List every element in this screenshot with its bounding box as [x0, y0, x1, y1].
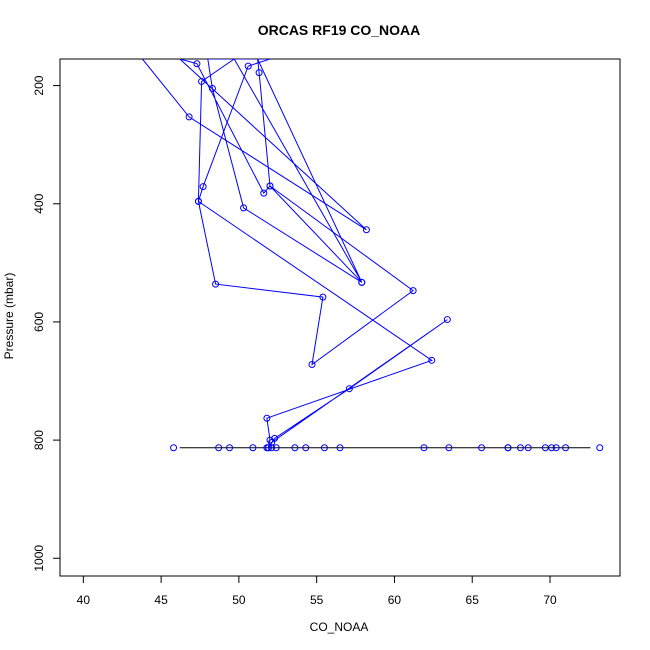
data-point — [255, 69, 263, 77]
y-tick-label: 800 — [32, 430, 46, 450]
data-point — [504, 444, 512, 452]
series-line — [142, 59, 448, 449]
y-tick-label: 400 — [32, 193, 46, 213]
data-point — [240, 204, 248, 212]
x-tick-label: 45 — [154, 593, 168, 607]
plot-area — [142, 59, 604, 452]
data-point — [194, 197, 202, 205]
data-point — [552, 444, 560, 452]
y-tick-label: 1000 — [32, 545, 46, 572]
data-point — [445, 444, 453, 452]
data-point — [199, 183, 207, 191]
data-point — [478, 444, 486, 452]
data-point — [420, 444, 428, 452]
data-point — [596, 444, 604, 452]
data-point — [362, 226, 370, 234]
data-point — [266, 182, 274, 190]
data-point — [263, 414, 271, 422]
data-point — [319, 293, 327, 301]
data-point — [524, 444, 532, 452]
data-point — [562, 444, 570, 452]
data-point — [271, 434, 279, 442]
x-tick-label: 40 — [77, 593, 91, 607]
plot-frame — [59, 58, 621, 577]
data-point — [345, 385, 353, 393]
data-point — [212, 280, 220, 288]
data-point — [268, 444, 276, 452]
data-point — [320, 444, 328, 452]
data-point — [358, 278, 366, 286]
data-point — [226, 444, 234, 452]
chart-title: ORCAS RF19 CO_NOAA — [258, 22, 421, 38]
y-axis: 200 400 600 800 1000 — [32, 75, 60, 572]
y-tick-label: 600 — [32, 312, 46, 332]
data-point — [249, 444, 257, 452]
x-tick-label: 50 — [232, 593, 246, 607]
data-point — [215, 444, 223, 452]
y-axis-label: Pressure (mbar) — [2, 273, 16, 360]
x-axis-label: CO_NOAA — [310, 620, 369, 634]
data-point — [428, 356, 436, 364]
y-tick-label: 200 — [32, 75, 46, 95]
data-point — [308, 360, 316, 368]
data-point — [336, 444, 344, 452]
data-point — [516, 444, 524, 452]
data-point — [302, 444, 310, 452]
x-axis: 40 45 50 55 60 65 70 — [77, 576, 557, 607]
x-tick-label: 65 — [466, 593, 480, 607]
data-point — [198, 77, 206, 85]
data-point — [260, 189, 268, 197]
data-point — [193, 60, 201, 68]
x-tick-label: 70 — [543, 593, 557, 607]
data-point — [291, 444, 299, 452]
data-point — [263, 444, 271, 452]
data-point — [208, 85, 216, 93]
data-point — [409, 287, 417, 295]
x-tick-label: 55 — [310, 593, 324, 607]
data-point — [548, 444, 556, 452]
x-tick-label: 60 — [388, 593, 402, 607]
data-point — [272, 444, 280, 452]
data-point — [170, 444, 178, 452]
data-point — [185, 113, 193, 121]
data-point — [443, 316, 451, 324]
data-point — [244, 62, 252, 70]
